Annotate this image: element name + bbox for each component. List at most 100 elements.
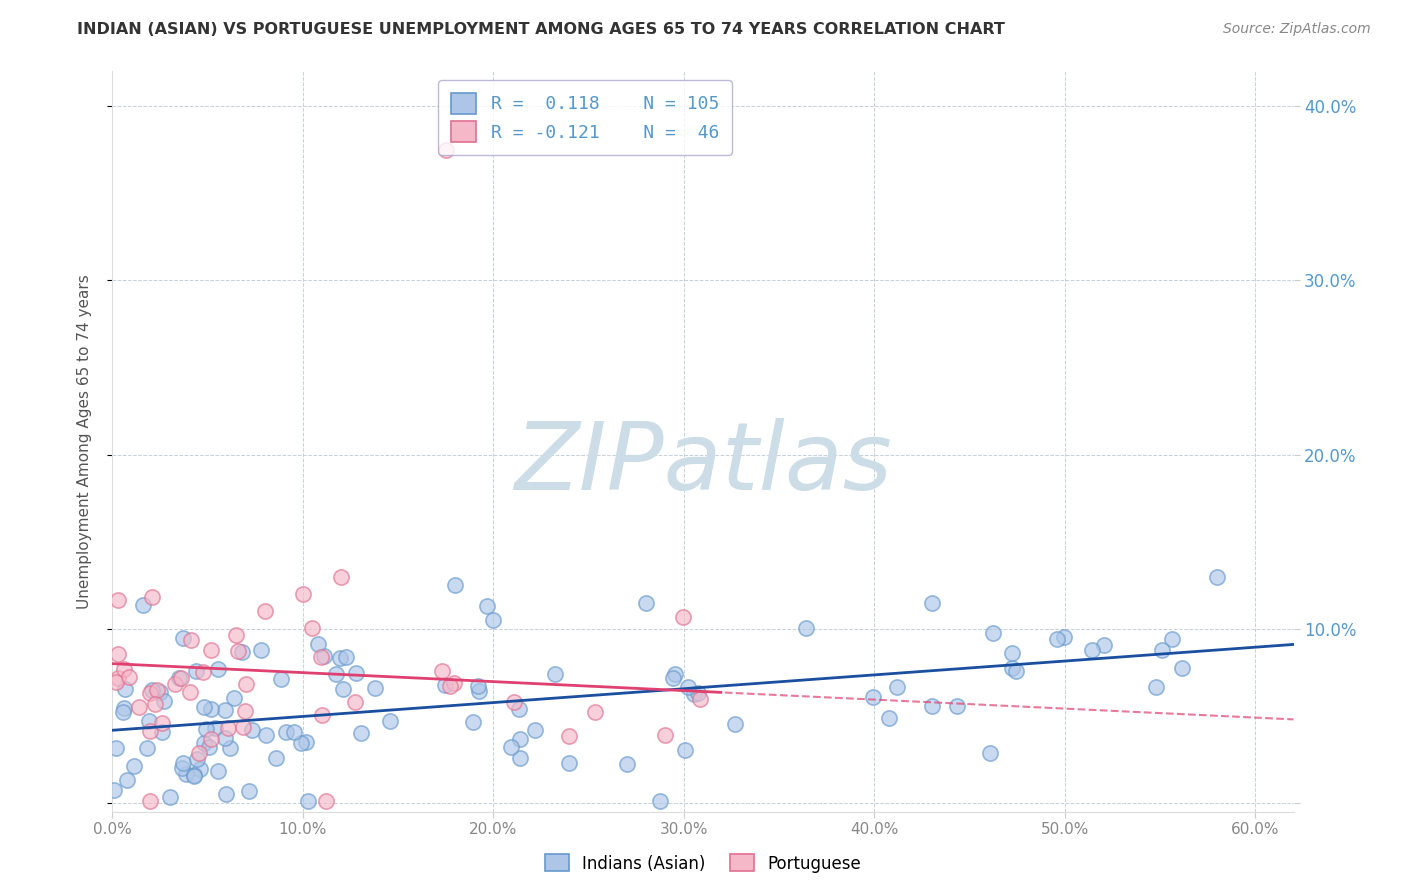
Point — [683, 687, 706, 701]
Point — [233, 704, 256, 718]
Point — [141, 682, 163, 697]
Point — [312, 648, 335, 663]
Point — [167, 671, 190, 685]
Point — [378, 714, 401, 728]
Point — [945, 698, 967, 713]
Point — [195, 722, 218, 736]
Point — [616, 757, 638, 772]
Point — [671, 610, 693, 624]
Point — [524, 723, 547, 737]
Point — [301, 621, 323, 635]
Point — [231, 645, 253, 659]
Point — [149, 685, 172, 699]
Point — [434, 677, 457, 691]
Point — [1001, 661, 1024, 675]
Point — [983, 626, 1005, 640]
Point — [290, 736, 312, 750]
Point — [225, 628, 247, 642]
Point — [204, 721, 226, 735]
Point — [200, 732, 222, 747]
Point — [307, 637, 329, 651]
Y-axis label: Unemployment Among Ages 65 to 74 years: Unemployment Among Ages 65 to 74 years — [77, 274, 91, 609]
Point — [153, 694, 176, 708]
Point — [921, 699, 943, 714]
Point — [136, 740, 159, 755]
Point — [364, 681, 387, 695]
Point — [183, 769, 205, 783]
Point — [344, 665, 367, 680]
Point — [172, 631, 194, 645]
Point — [315, 794, 337, 808]
Point — [174, 767, 197, 781]
Point — [509, 751, 531, 765]
Point — [724, 717, 747, 731]
Text: INDIAN (ASIAN) VS PORTUGUESE UNEMPLOYMENT AMONG AGES 65 TO 74 YEARS CORRELATION : INDIAN (ASIAN) VS PORTUGUESE UNEMPLOYMEN… — [77, 22, 1005, 37]
Point — [634, 596, 657, 610]
Point — [184, 665, 207, 679]
Point — [688, 685, 710, 699]
Point — [1081, 643, 1104, 657]
Point — [329, 650, 352, 665]
Point — [1092, 638, 1115, 652]
Point — [200, 702, 222, 716]
Point — [311, 707, 333, 722]
Point — [139, 794, 162, 808]
Point — [112, 662, 135, 676]
Point — [207, 764, 229, 778]
Point — [159, 790, 181, 805]
Point — [274, 724, 297, 739]
Text: Source: ZipAtlas.com: Source: ZipAtlas.com — [1223, 22, 1371, 37]
Point — [1150, 643, 1173, 657]
Point — [172, 756, 194, 770]
Point — [186, 752, 208, 766]
Point — [482, 613, 505, 627]
Point — [443, 675, 465, 690]
Point — [264, 750, 287, 764]
Point — [297, 794, 319, 808]
Point — [188, 746, 211, 760]
Point — [143, 698, 166, 712]
Point — [103, 783, 125, 797]
Point — [463, 714, 485, 729]
Point — [240, 723, 263, 737]
Point — [128, 699, 150, 714]
Point — [132, 598, 155, 612]
Point — [105, 740, 128, 755]
Point — [250, 643, 273, 657]
Point — [1161, 632, 1184, 646]
Point — [862, 690, 884, 704]
Point — [165, 677, 187, 691]
Point — [1171, 661, 1194, 675]
Point — [107, 647, 129, 661]
Point — [344, 695, 367, 709]
Point — [180, 632, 202, 647]
Point — [170, 761, 193, 775]
Point — [557, 729, 579, 743]
Point — [112, 700, 135, 714]
Point — [150, 725, 173, 739]
Point — [107, 671, 129, 685]
Point — [190, 762, 212, 776]
Point — [214, 731, 236, 746]
Point — [654, 728, 676, 742]
Point — [291, 587, 314, 601]
Point — [1206, 569, 1229, 583]
Point — [794, 621, 817, 635]
Point — [499, 740, 522, 755]
Point — [138, 714, 160, 729]
Legend: R =  0.118    N = 105, R = -0.121    N =  46: R = 0.118 N = 105, R = -0.121 N = 46 — [439, 80, 731, 154]
Point — [444, 578, 467, 592]
Point — [508, 702, 530, 716]
Point — [676, 680, 699, 694]
Point — [1046, 632, 1069, 646]
Point — [107, 593, 129, 607]
Point — [283, 725, 305, 739]
Point — [145, 683, 167, 698]
Point — [309, 649, 332, 664]
Point — [430, 665, 453, 679]
Point — [543, 667, 565, 681]
Point — [509, 732, 531, 747]
Point — [583, 706, 606, 720]
Point — [468, 683, 491, 698]
Point — [232, 720, 254, 734]
